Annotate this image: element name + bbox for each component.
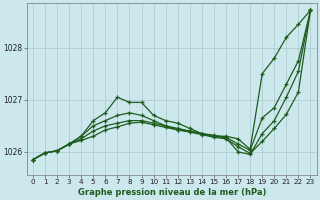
X-axis label: Graphe pression niveau de la mer (hPa): Graphe pression niveau de la mer (hPa) [77,188,266,197]
